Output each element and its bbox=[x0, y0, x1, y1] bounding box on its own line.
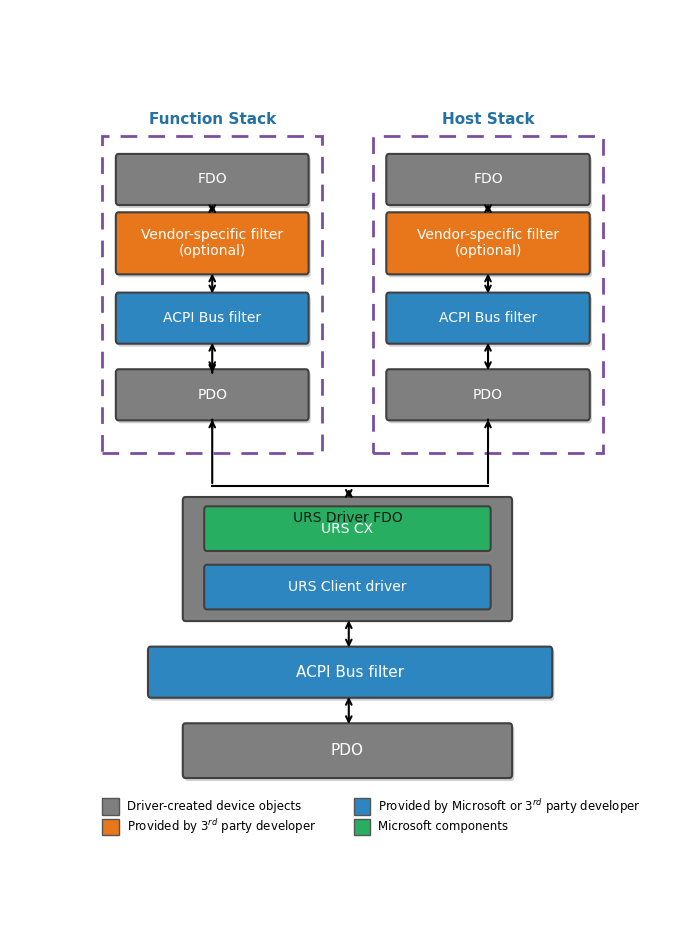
FancyBboxPatch shape bbox=[150, 649, 554, 701]
FancyBboxPatch shape bbox=[386, 370, 589, 420]
Text: PDO: PDO bbox=[331, 743, 364, 758]
Text: URS CX: URS CX bbox=[321, 521, 374, 536]
FancyBboxPatch shape bbox=[185, 726, 514, 781]
FancyBboxPatch shape bbox=[102, 798, 118, 814]
Text: Provided by Microsoft or 3$^{rd}$ party developer: Provided by Microsoft or 3$^{rd}$ party … bbox=[378, 797, 641, 816]
Text: FDO: FDO bbox=[473, 173, 503, 187]
FancyBboxPatch shape bbox=[118, 296, 311, 347]
FancyBboxPatch shape bbox=[386, 212, 589, 274]
Text: Vendor-specific filter
(optional): Vendor-specific filter (optional) bbox=[417, 228, 559, 259]
FancyBboxPatch shape bbox=[388, 215, 592, 277]
FancyBboxPatch shape bbox=[182, 723, 512, 778]
Text: FDO: FDO bbox=[198, 173, 227, 187]
FancyBboxPatch shape bbox=[388, 156, 592, 208]
Text: ACPI Bus filter: ACPI Bus filter bbox=[163, 311, 261, 325]
FancyBboxPatch shape bbox=[388, 373, 592, 423]
FancyBboxPatch shape bbox=[118, 156, 311, 208]
Text: Vendor-specific filter
(optional): Vendor-specific filter (optional) bbox=[141, 228, 283, 259]
Text: URS Client driver: URS Client driver bbox=[288, 580, 407, 594]
Text: ACPI Bus filter: ACPI Bus filter bbox=[296, 665, 404, 680]
FancyBboxPatch shape bbox=[118, 373, 311, 423]
FancyBboxPatch shape bbox=[116, 154, 309, 205]
Text: Driver-created device objects: Driver-created device objects bbox=[126, 800, 301, 813]
FancyBboxPatch shape bbox=[102, 819, 118, 835]
Text: Microsoft components: Microsoft components bbox=[378, 820, 509, 833]
FancyBboxPatch shape bbox=[116, 293, 309, 344]
FancyBboxPatch shape bbox=[118, 215, 311, 277]
FancyBboxPatch shape bbox=[386, 154, 589, 205]
FancyBboxPatch shape bbox=[207, 568, 493, 612]
FancyBboxPatch shape bbox=[205, 506, 491, 551]
Text: ACPI Bus filter: ACPI Bus filter bbox=[439, 311, 537, 325]
FancyBboxPatch shape bbox=[205, 565, 491, 610]
Text: Function Stack: Function Stack bbox=[149, 112, 276, 127]
Text: URS Driver FDO: URS Driver FDO bbox=[292, 511, 402, 525]
FancyBboxPatch shape bbox=[354, 819, 370, 835]
FancyBboxPatch shape bbox=[116, 370, 309, 420]
FancyBboxPatch shape bbox=[386, 293, 589, 344]
FancyBboxPatch shape bbox=[354, 798, 370, 814]
FancyBboxPatch shape bbox=[182, 497, 512, 621]
Text: Provided by 3$^{rd}$ party developer: Provided by 3$^{rd}$ party developer bbox=[126, 817, 316, 836]
Text: Host Stack: Host Stack bbox=[442, 112, 534, 127]
Text: PDO: PDO bbox=[197, 388, 227, 402]
Text: PDO: PDO bbox=[473, 388, 503, 402]
FancyBboxPatch shape bbox=[388, 296, 592, 347]
FancyBboxPatch shape bbox=[207, 509, 493, 554]
FancyBboxPatch shape bbox=[116, 212, 309, 274]
FancyBboxPatch shape bbox=[148, 647, 552, 698]
